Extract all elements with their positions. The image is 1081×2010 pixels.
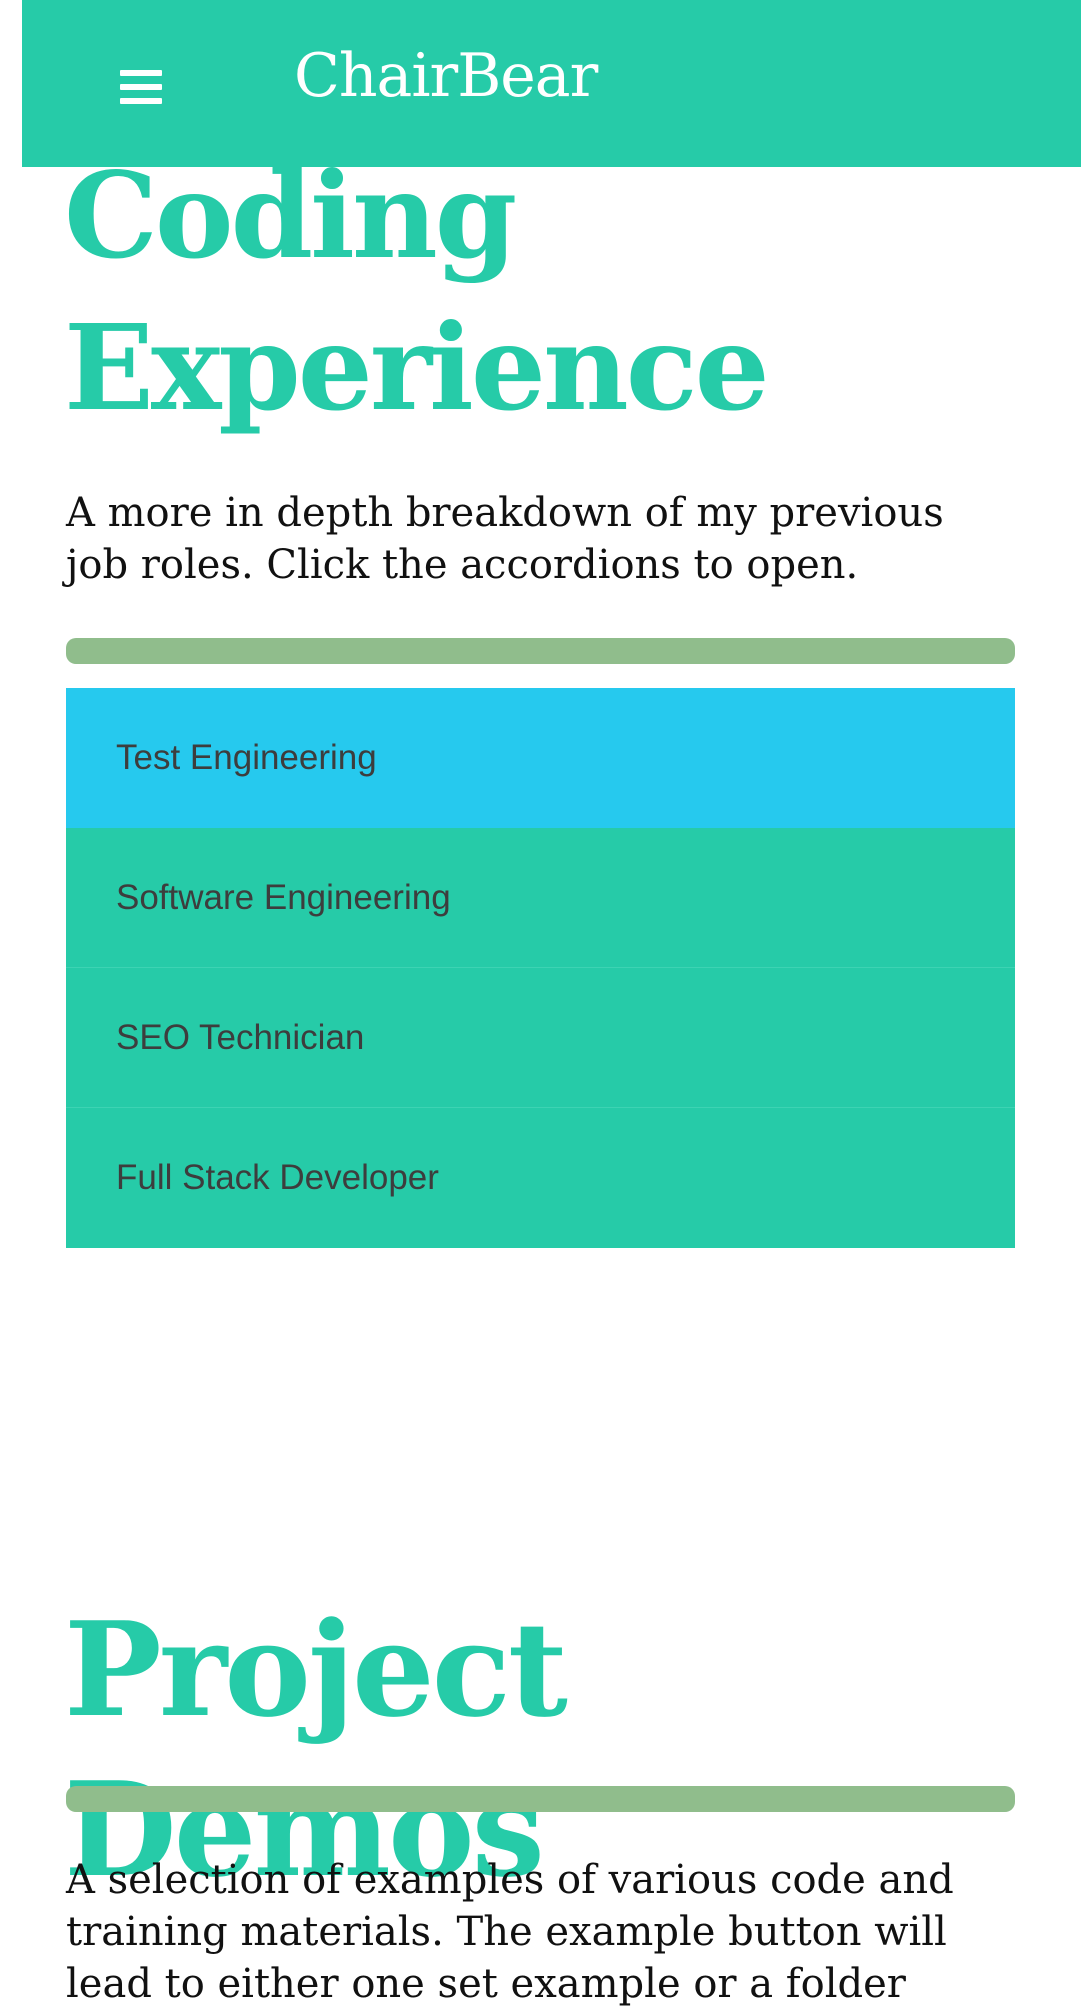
accordion-label: Software Engineering	[116, 878, 451, 917]
title-line-2: Experience	[64, 298, 770, 437]
menu-bar-top	[120, 70, 162, 76]
project-demos-description: A selection of examples of various code …	[66, 1857, 954, 2007]
top-navbar: ChairBear	[22, 0, 1081, 167]
brand-logo-link[interactable]: ChairBear	[294, 41, 598, 111]
section-divider	[66, 638, 1015, 664]
coding-experience-description: A more in depth breakdown of my previous…	[66, 490, 944, 588]
hamburger-menu-icon[interactable]	[120, 70, 162, 106]
accordion-item-seo-technician[interactable]: SEO Technician	[66, 968, 1015, 1108]
accordion-label: Test Engineering	[116, 738, 377, 777]
accordion-item-software-engineering[interactable]: Software Engineering	[66, 828, 1015, 968]
menu-bar-bottom	[120, 98, 162, 104]
menu-bar-middle	[120, 84, 162, 90]
job-roles-accordion: Test Engineering Software Engineering SE…	[66, 688, 1015, 1248]
project-demos-title: Project Demos	[64, 1593, 568, 1906]
title-line-1: Coding	[64, 146, 517, 285]
accordion-item-test-engineering[interactable]: Test Engineering	[66, 688, 1015, 828]
coding-experience-title: Coding Experience	[64, 140, 770, 444]
section-divider	[66, 1786, 1015, 1812]
accordion-label: Full Stack Developer	[116, 1158, 439, 1197]
accordion-item-full-stack-developer[interactable]: Full Stack Developer	[66, 1108, 1015, 1248]
accordion-label: SEO Technician	[116, 1018, 365, 1057]
